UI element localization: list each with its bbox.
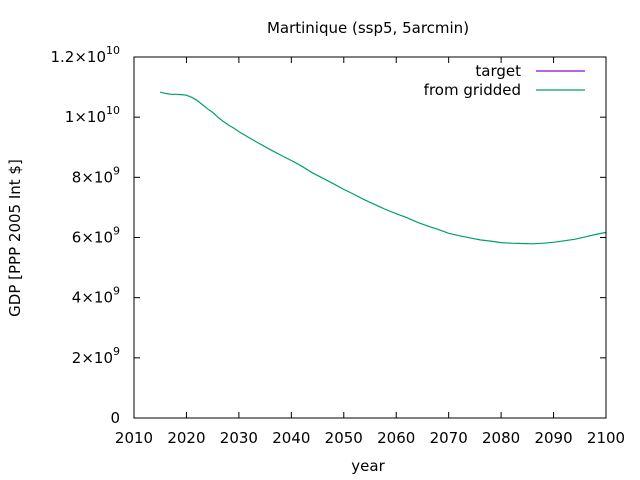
y-tick-label: 6×109 <box>72 225 120 247</box>
y-tick-label: 8×109 <box>72 164 120 186</box>
plot-frame <box>133 56 607 419</box>
legend: target from gridded <box>424 62 585 99</box>
y-axis-label: GDP [PPP 2005 Int $] <box>6 159 24 317</box>
x-tick-label: 2080 <box>482 429 520 447</box>
y-tick-label: 4×109 <box>72 285 120 307</box>
y-tick-label: 2×109 <box>72 345 120 367</box>
y-tick-label: 0 <box>110 409 120 427</box>
x-tick-label: 2020 <box>167 429 205 447</box>
series-line-from-gridded <box>160 91 607 245</box>
y-tick-label: 1×1010 <box>65 104 120 126</box>
y-tick-label: 1.2×1010 <box>50 44 120 66</box>
series-layer <box>160 91 607 245</box>
x-tick-label: 2040 <box>272 429 310 447</box>
x-tick-label: 2030 <box>220 429 258 447</box>
x-tick-label: 2060 <box>377 429 415 447</box>
x-tick-labels: 2010 2020 2030 2040 2050 2060 2070 2080 2090 2100 <box>115 429 625 447</box>
chart-title: Martinique (ssp5, 5arcmin) <box>267 19 469 37</box>
x-tick-label: 2010 <box>115 429 153 447</box>
x-tick-label: 2090 <box>534 429 572 447</box>
x-axis-label: year <box>351 457 385 475</box>
x-tick-label: 2070 <box>430 429 468 447</box>
x-tick-label: 2100 <box>587 429 625 447</box>
x-tick-label: 2050 <box>325 429 363 447</box>
y-tick-labels: 0 2×109 4×109 6×109 8×109 1×1010 1.2×1010 <box>50 44 120 427</box>
legend-label-from-gridded: from gridded <box>424 81 521 99</box>
legend-label-target: target <box>475 62 521 80</box>
